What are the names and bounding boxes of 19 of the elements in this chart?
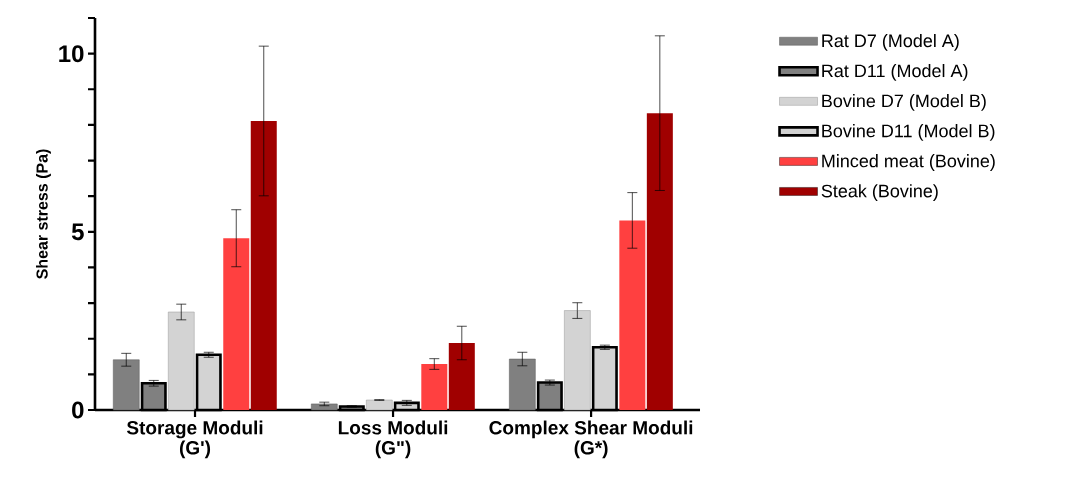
x-tick-label: Storage Moduli (G') — [126, 420, 263, 459]
legend-label: Minced meat (Bovine) — [822, 154, 995, 171]
bar — [448, 343, 475, 410]
y-tick-label: 0 — [72, 401, 84, 419]
y-tick-label: 5 — [71, 223, 84, 241]
legend-label: Steak (Bovine) — [821, 184, 938, 201]
legend-label: Rat D7 (Model A) — [822, 33, 959, 51]
legend-label: Bovine D7 (Model B) — [822, 94, 986, 111]
bar — [250, 120, 277, 410]
legend-label: Bovine D11 (Model B) — [822, 124, 995, 141]
x-tick-label: Loss Moduli (G") — [338, 420, 448, 459]
legend-label: Rat D11 (Model A) — [822, 63, 968, 81]
y-axis-title: Shear stress (Pa) — [36, 149, 51, 279]
bar — [646, 113, 673, 410]
bar — [223, 238, 250, 410]
x-tick-label: Complex Shear Moduli (G*) — [489, 420, 693, 459]
bar — [619, 220, 646, 410]
bar — [421, 364, 448, 410]
y-tick-label: 10 — [59, 45, 84, 63]
